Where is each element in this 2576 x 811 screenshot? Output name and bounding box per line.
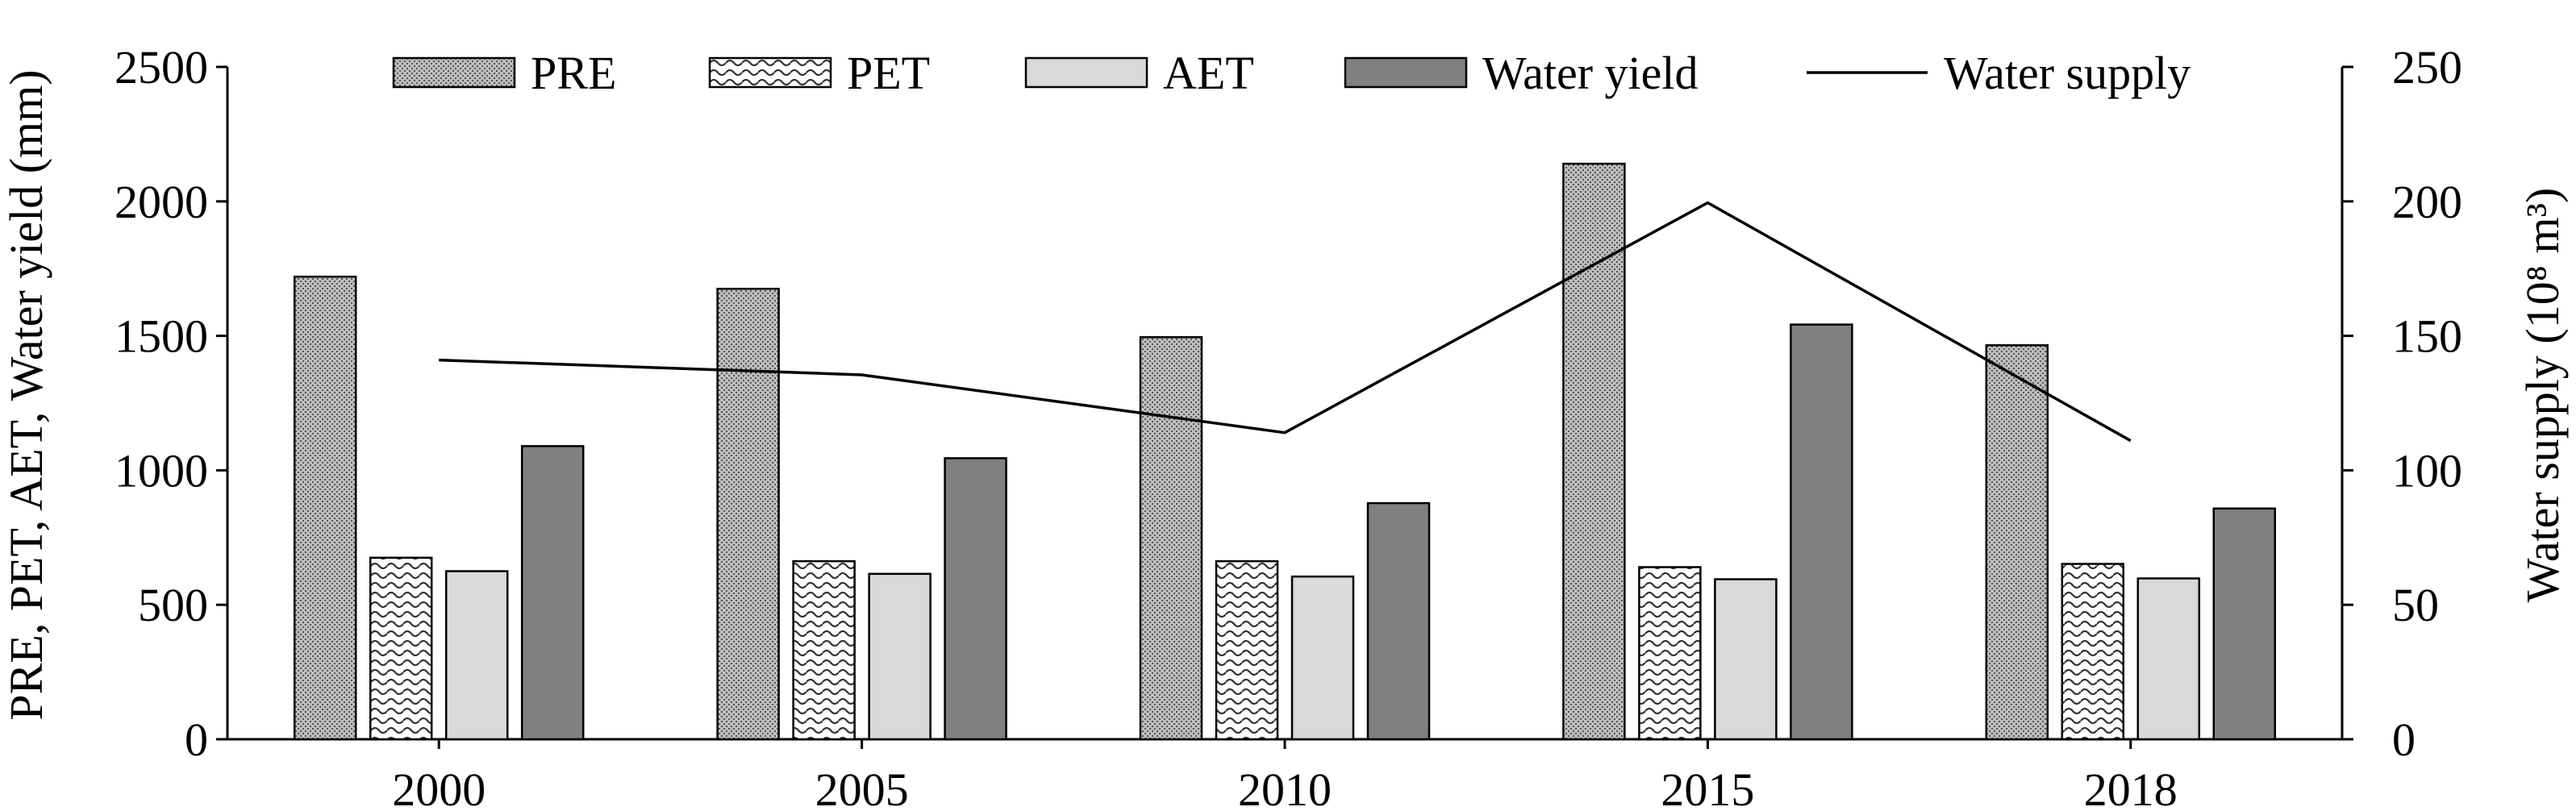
y-tick-label-left: 1500 xyxy=(115,310,208,363)
y-tick-label-right: 50 xyxy=(2392,579,2439,631)
bar-pre-2005 xyxy=(716,287,780,741)
bar-pre-2015 xyxy=(1562,162,1626,741)
line-layer xyxy=(439,201,2132,443)
x-tick-label: 2018 xyxy=(2084,763,2178,811)
legend-label-water-yield: Water yield xyxy=(1482,47,1699,99)
y-tick-label-left: 500 xyxy=(138,579,208,631)
y-tick-label-left: 0 xyxy=(185,713,208,766)
bar-pre-2018 xyxy=(1985,344,2049,741)
bar-pet-2015 xyxy=(1638,566,1702,741)
bar-pre-2000 xyxy=(293,275,357,741)
bar-pet-2005 xyxy=(792,559,856,741)
bar-aet-2005 xyxy=(868,572,932,741)
x-tick-label: 2005 xyxy=(815,763,909,811)
y-axis-title-right: Water supply (10⁸ m³) xyxy=(2516,188,2569,603)
bars-layer xyxy=(293,162,2277,741)
legend-label-water-supply: Water supply xyxy=(1944,47,2190,99)
y-tick-label-right: 150 xyxy=(2392,310,2462,363)
bar-water-yield-2015 xyxy=(1790,323,1853,741)
y-tick-label-right: 250 xyxy=(2392,41,2462,94)
legend-label-aet: AET xyxy=(1163,47,1254,99)
bar-aet-2000 xyxy=(444,570,509,741)
legend-swatch-pet xyxy=(708,56,832,89)
bar-aet-2015 xyxy=(1714,578,1778,741)
y-tick-label-left: 2500 xyxy=(115,41,208,94)
legend-swatch-pre xyxy=(392,56,516,89)
legend-label-pre: PRE xyxy=(531,47,616,99)
y-tick-label-left: 1000 xyxy=(115,444,208,497)
legend-swatch-water-yield xyxy=(1344,56,1468,89)
y-tick-label-left: 2000 xyxy=(115,176,208,228)
bar-aet-2018 xyxy=(2136,577,2201,741)
series-line-water-supply xyxy=(439,201,2132,443)
bar-pet-2010 xyxy=(1215,559,1279,741)
x-tick-label: 2000 xyxy=(392,763,486,811)
bar-water-yield-2018 xyxy=(2212,507,2277,741)
bar-water-yield-2000 xyxy=(520,445,585,741)
bar-pet-2018 xyxy=(2061,563,2125,741)
y-axis-title-left: PRE, PET, AET, Water yield (mm) xyxy=(0,69,52,720)
y-tick-label-right: 0 xyxy=(2392,713,2416,766)
bar-water-yield-2005 xyxy=(944,457,1007,741)
x-tick-label: 2015 xyxy=(1661,763,1754,811)
y-tick-label-right: 200 xyxy=(2392,176,2462,228)
legend-label-pet: PET xyxy=(847,47,930,99)
axes-layer: 0 500 1000 1500 2000 2500 0 50 100 150 200 250 PRE, … xyxy=(0,41,2569,811)
bar-aet-2010 xyxy=(1290,575,1355,741)
y-tick-label-right: 100 xyxy=(2392,444,2462,497)
bar-pre-2010 xyxy=(1139,336,1203,741)
bar-pet-2000 xyxy=(369,556,433,741)
legend: PRE PET AET Water yield Water supply xyxy=(392,47,2190,99)
bar-water-yield-2010 xyxy=(1366,501,1431,741)
legend-swatch-aet xyxy=(1024,56,1148,89)
x-tick-label: 2010 xyxy=(1238,763,1332,811)
